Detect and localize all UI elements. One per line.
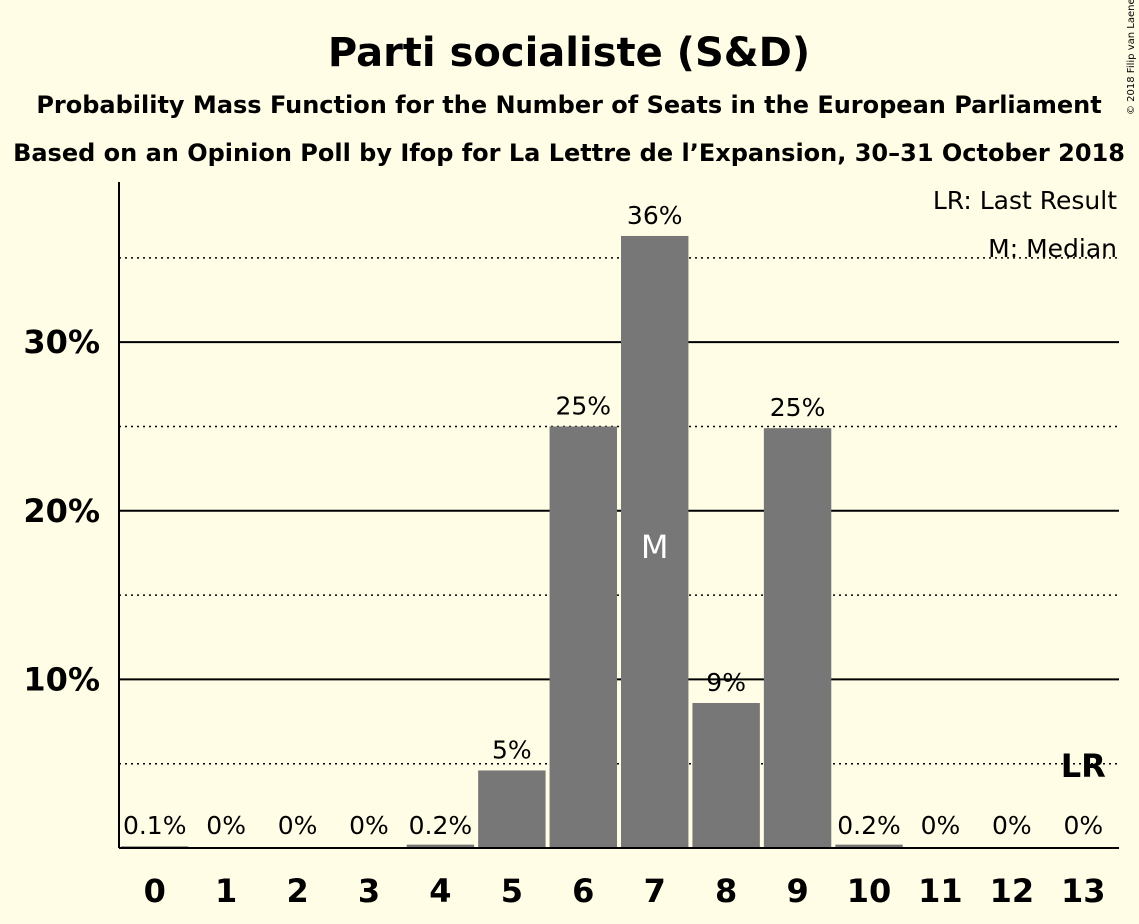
- y-tick-label: 10%: [23, 660, 100, 698]
- data-labels: 0.1% 0% 0% 0% 0.2% 5% 25% 36% M 9% 25% 0.2% 0% 0% 0% LR: [123, 201, 1106, 840]
- data-label-seat-7: 36%: [627, 201, 683, 230]
- chart-source: Based on an Opinion Poll by Ifop for La …: [13, 139, 1125, 167]
- copyright-notice: © 2018 Filip van Laenen: [1126, 0, 1137, 115]
- bar-seat-8: [692, 702, 760, 848]
- last-result-marker: LR: [1061, 747, 1106, 785]
- x-tick-label: 2: [286, 872, 308, 910]
- x-tick-label: 1: [215, 872, 237, 910]
- y-tick-label: 20%: [23, 492, 100, 530]
- x-axis-ticks: 0 1 2 3 4 5 6 7 8 9 10 11 12 13: [144, 872, 1106, 910]
- x-tick-label: 6: [572, 872, 594, 910]
- x-tick-label: 12: [990, 872, 1035, 910]
- data-label-seat-13: 0%: [1063, 811, 1103, 840]
- data-label-seat-0: 0.1%: [123, 811, 187, 840]
- x-tick-label: 8: [715, 872, 737, 910]
- bar-seat-9: [763, 428, 832, 848]
- x-tick-label: 7: [644, 872, 666, 910]
- data-label-seat-8: 9%: [706, 668, 746, 697]
- x-tick-label: 0: [144, 872, 166, 910]
- data-label-seat-10: 0.2%: [837, 811, 901, 840]
- legend-median: M: Median: [988, 234, 1117, 263]
- bars: [121, 235, 903, 848]
- x-tick-label: 5: [501, 872, 523, 910]
- data-label-seat-12: 0%: [992, 811, 1032, 840]
- bar-seat-7: [621, 235, 689, 848]
- x-tick-label: 11: [918, 872, 963, 910]
- bar-seat-10: [835, 844, 903, 848]
- x-tick-label: 3: [358, 872, 380, 910]
- data-label-seat-3: 0%: [349, 811, 389, 840]
- data-label-seat-2: 0%: [278, 811, 318, 840]
- bar-seat-6: [549, 426, 617, 848]
- chart-title: Parti socialiste (S&D): [328, 30, 810, 76]
- data-label-seat-6: 25%: [555, 391, 611, 420]
- x-tick-label: 13: [1061, 872, 1106, 910]
- data-label-seat-5: 5%: [492, 735, 532, 764]
- y-axis-ticks: 10% 20% 30%: [23, 323, 100, 698]
- bar-seat-4: [406, 844, 475, 848]
- data-label-seat-9: 25%: [770, 393, 826, 422]
- data-label-seat-1: 0%: [206, 811, 246, 840]
- chart-subtitle: Probability Mass Function for the Number…: [36, 91, 1101, 119]
- data-label-seat-11: 0%: [921, 811, 961, 840]
- data-label-seat-4: 0.2%: [409, 811, 473, 840]
- median-marker: M: [641, 528, 669, 566]
- x-tick-label: 9: [786, 872, 808, 910]
- legend-last-result: LR: Last Result: [933, 186, 1117, 215]
- x-tick-label: 4: [429, 872, 451, 910]
- y-tick-label: 30%: [23, 323, 100, 361]
- bar-seat-5: [478, 770, 546, 848]
- x-tick-label: 10: [847, 872, 892, 910]
- gridlines: [119, 257, 1119, 765]
